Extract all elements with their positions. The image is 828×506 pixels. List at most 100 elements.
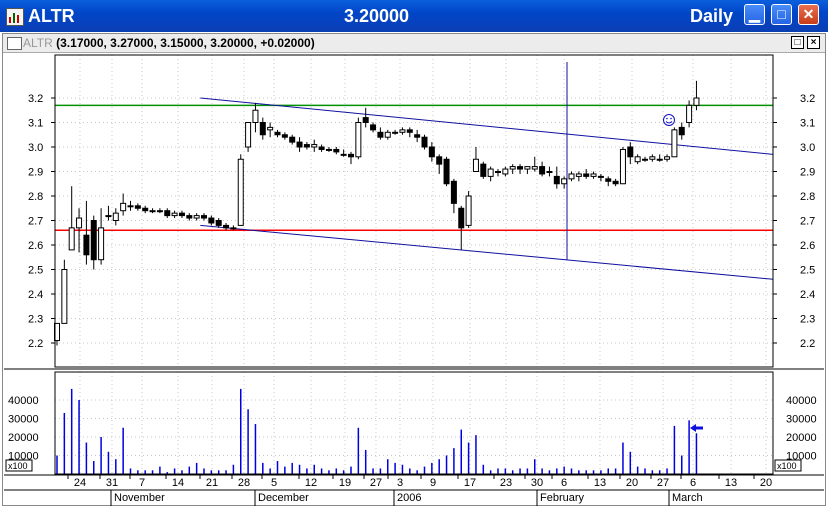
date-tick-label: 27 [370,477,382,489]
price-tick-label-left: 2.4 [28,289,43,301]
candle-body [68,227,75,251]
chart-annotations [663,114,703,432]
candle-body [517,166,524,170]
candle-body [370,124,377,131]
chart-app-icon [6,8,24,26]
volume-bars [56,388,698,474]
price-tick-label-left: 3.1 [28,118,43,130]
chart-close-button[interactable]: × [807,36,820,49]
window-symbol: ALTR [28,6,75,26]
date-tick-label: 20 [626,477,638,489]
candle-body [392,131,399,134]
volume-tick-label-right: 20000 [786,432,817,444]
candle-body [311,144,318,148]
candle-body [98,227,105,261]
price-tick-label-right: 2.5 [800,265,815,277]
candle-body [193,215,200,219]
candle-body [671,129,678,158]
smiley-eye [666,117,668,120]
candle-body [612,180,619,185]
candle-body [634,156,641,163]
candle-body [524,166,531,170]
date-tick-label: 20 [760,477,772,489]
date-tick-label: 13 [725,477,737,489]
left-arrow-icon [690,424,703,432]
date-tick-label: 13 [594,477,606,489]
candle-body [642,158,648,161]
date-tick-label: 28 [238,477,250,489]
candle-body [281,134,288,138]
candle-body [245,122,252,148]
smiley-icon [663,114,675,126]
candle-body [605,178,612,182]
candle-body [627,146,634,158]
candle-body [90,220,97,261]
candle-body [340,153,347,156]
candle-body [678,126,685,136]
ohlc-readout: (3.17000, 3.27000, 3.15000, 3.20000, +0.… [56,36,315,50]
price-tick-label-right: 2.4 [800,289,815,301]
volume-tick-label-left: 30000 [8,414,39,426]
price-tick-label-left: 2.8 [28,191,43,203]
candle-body [561,178,568,185]
volume-multiplier-box-right [774,459,802,472]
candle-body [583,173,590,177]
chart-window-header[interactable]: ALTR (3.17000, 3.27000, 3.15000, 3.20000… [3,34,825,53]
candle-body [215,220,222,226]
price-tick-label-left: 3.0 [28,142,43,154]
candle-body [303,144,310,148]
window-titlebar[interactable]: ALTR 3.20000 Daily ▁ □ ✕ [0,0,828,32]
date-tick-label: 17 [464,477,476,489]
price-tick-label-left: 2.6 [28,240,43,252]
date-tick-label: 6 [561,477,567,489]
candle-body [274,131,281,136]
candle-body [186,215,193,219]
candle-body [76,217,83,229]
smiley-face [663,114,675,126]
price-tick-label-left: 2.9 [28,167,43,179]
candle-body [230,227,237,230]
candle-body [465,195,472,226]
price-tick-label-right: 3.0 [800,142,815,154]
candle-body [472,158,479,172]
candle-body [539,166,546,175]
upper-trend-line [200,97,774,155]
volume-tick-label-left: 20000 [8,432,39,444]
price-panel-frame [54,54,774,368]
candle-body [333,148,340,153]
volume-tick-label-left: 40000 [8,395,39,407]
lower-trend-line [200,224,774,280]
candle-body [252,109,259,123]
minimize-button[interactable]: ▁ [744,4,765,25]
volume-panel-frame [54,371,774,475]
month-label: February [540,492,585,504]
candle-body [171,212,178,217]
candle-body [502,168,509,175]
candlesticks [54,80,700,346]
date-tick-label: 30 [531,477,543,489]
candle-body [443,158,450,185]
chart-grid [55,55,773,474]
price-tick-label-right: 2.6 [800,240,815,252]
chart-window-symbol: ALTR [23,36,53,50]
price-tick-label-right: 2.3 [800,314,815,326]
chart-maximize-button[interactable]: □ [791,36,804,49]
maximize-icon: □ [777,6,786,22]
date-tick-label: 7 [139,477,145,489]
price-tick-label-right: 2.2 [800,338,815,350]
close-button[interactable]: ✕ [798,4,819,25]
candle-body [83,234,90,256]
month-label: December [258,492,309,504]
price-tick-label-right: 3.2 [800,93,815,105]
price-tick-label-left: 2.7 [28,216,43,228]
date-tick-label: 27 [657,477,669,489]
candle-body [406,129,413,133]
candle-body [553,175,560,185]
candle-body [348,153,354,158]
candle-body [178,212,185,217]
candle-body [112,212,119,221]
maximize-button[interactable]: □ [771,4,792,25]
candle-body [458,207,465,229]
candle-body [355,122,362,158]
